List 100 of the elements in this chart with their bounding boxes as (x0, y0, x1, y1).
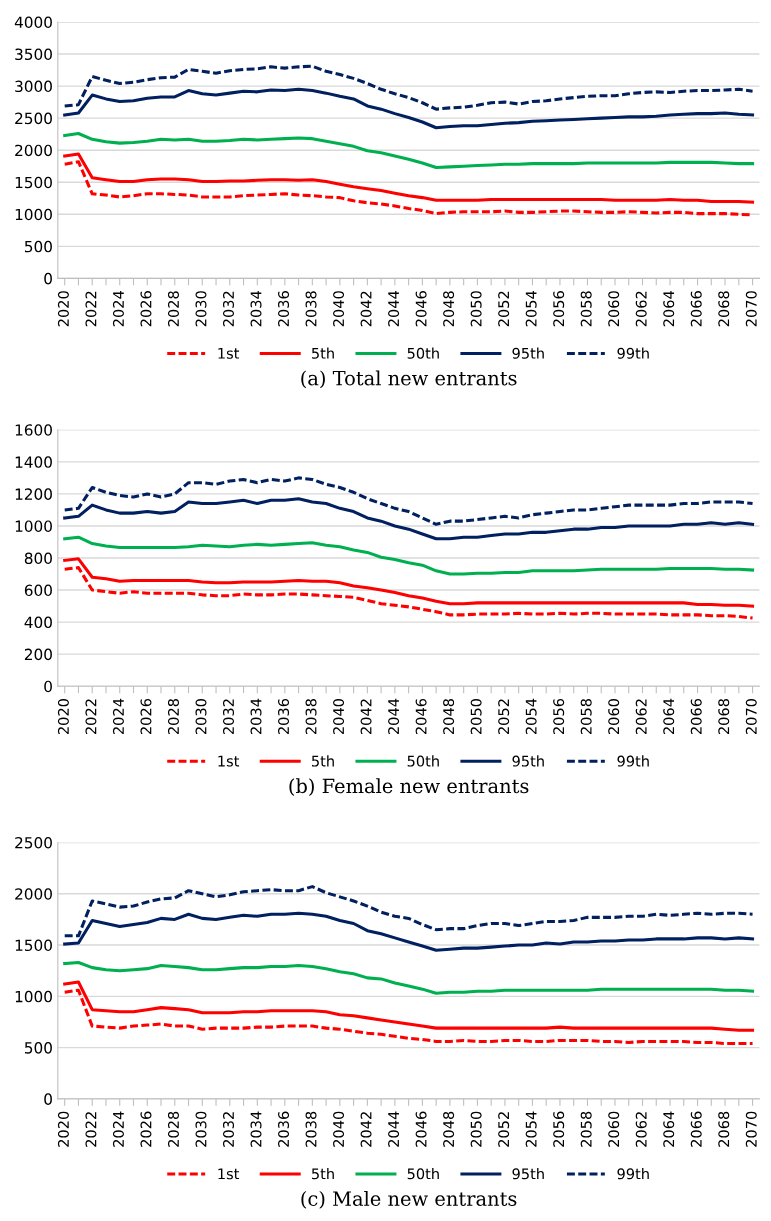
x-tick-label: 2056 (553, 698, 565, 735)
x-tick-label: 2028 (167, 699, 179, 735)
line-series (63, 476, 755, 526)
legend-label: 1st (218, 755, 240, 767)
text: (a) Total new entrants (301, 370, 517, 389)
x-tick-label: 2064 (663, 291, 675, 327)
x-tick-label: 2044 (388, 698, 400, 735)
y-tick-label: 2000 (15, 144, 52, 157)
x-tick-label: 2052 (498, 699, 510, 735)
x-tick-label: 2030 (195, 1111, 207, 1147)
y-tick-label: 2000 (15, 888, 52, 900)
x-tick-label: 2030 (195, 698, 207, 735)
y-tick-label: 0 (44, 1093, 52, 1105)
x-tick-label: 2042 (360, 699, 372, 735)
x-tick-label: 2024 (112, 1111, 124, 1147)
x-tick-label: 2038 (305, 291, 317, 327)
x-tick-label: 2058 (580, 699, 592, 735)
legend-label: 5th (311, 755, 334, 767)
x-tick-label: 2024 (112, 698, 124, 735)
x-tick-label: 2032 (222, 1112, 235, 1147)
x-tick-label: 2046 (415, 291, 427, 327)
line-series (63, 566, 755, 620)
x-tick-label: 2022 (85, 1112, 97, 1147)
text: (c) Male new entrants (301, 1190, 517, 1209)
y-tick-label: 1000 (15, 520, 52, 532)
y-tick-label: 3000 (15, 80, 52, 93)
line-series (63, 497, 755, 541)
x-tick-label: 2042 (360, 1112, 372, 1147)
x-tick-label: 2032 (222, 291, 235, 327)
line-series (63, 960, 755, 995)
x-tick-label: 2044 (388, 291, 400, 327)
x-tick-label: 2058 (580, 291, 592, 327)
y-tick-label: 0 (44, 680, 52, 693)
x-tick-label: 2056 (553, 291, 565, 327)
y-tick-label: 2500 (15, 112, 52, 125)
y-tick-label: 200 (24, 648, 52, 661)
x-tick-label: 2036 (278, 291, 290, 327)
x-tick-label: 2060 (608, 291, 620, 327)
x-tick-label: 2026 (140, 291, 152, 327)
x-tick-label: 2050 (470, 291, 482, 327)
legend-label: 5th (311, 347, 334, 359)
x-tick-label: 2070 (745, 291, 757, 327)
x-tick-label: 2066 (690, 698, 702, 735)
x-tick-label: 2050 (470, 1111, 482, 1147)
legend-label: 95th (512, 755, 544, 767)
legend-label: 5th (311, 1168, 334, 1180)
x-tick-label: 2020 (57, 291, 69, 327)
line-series (63, 535, 755, 576)
y-tick-label: 2500 (15, 836, 52, 849)
legend-label: 95th (512, 347, 544, 359)
legend-label: 50th (407, 347, 439, 359)
x-tick-label: 2036 (278, 1111, 290, 1147)
x-tick-label: 2054 (525, 1111, 537, 1147)
y-tick-label: 4000 (14, 16, 52, 28)
x-tick-label: 2038 (305, 699, 317, 735)
y-tick-label: 0 (44, 272, 52, 285)
y-tick-label: 800 (24, 552, 52, 565)
x-tick-label: 2062 (635, 699, 647, 735)
line-series (63, 557, 755, 608)
legend-label: 95th (512, 1168, 544, 1180)
x-tick-label: 2058 (580, 1111, 592, 1147)
x-tick-label: 2040 (333, 698, 345, 735)
x-tick-label: 2046 (415, 1111, 427, 1147)
x-tick-label: 2060 (608, 698, 620, 735)
x-tick-label: 2064 (663, 1111, 675, 1147)
y-tick-label: 400 (24, 616, 52, 629)
y-tick-label: 600 (24, 584, 52, 597)
x-tick-label: 2030 (195, 291, 207, 327)
y-tick-label: 1600 (15, 424, 52, 436)
x-tick-label: 2066 (690, 291, 702, 327)
x-tick-label: 2070 (745, 1111, 757, 1147)
x-tick-label: 2034 (250, 1111, 262, 1147)
legend-label: 50th (407, 1168, 439, 1180)
x-tick-label: 2066 (690, 1111, 702, 1147)
legend-label: 99th (617, 755, 649, 767)
x-tick-label: 2022 (85, 291, 97, 327)
x-tick-label: 2040 (333, 291, 345, 327)
x-tick-label: 2038 (305, 1111, 317, 1147)
x-tick-label: 2022 (85, 699, 97, 735)
x-tick-label: 2036 (278, 698, 290, 735)
x-tick-label: 2042 (360, 291, 372, 327)
legend-label: 99th (617, 347, 649, 359)
x-tick-label: 2028 (167, 1111, 179, 1147)
x-tick-label: 2034 (250, 291, 262, 327)
x-tick-label: 2044 (388, 1111, 400, 1147)
x-tick-label: 2068 (718, 1111, 730, 1147)
x-tick-label: 2048 (443, 291, 455, 327)
line-series (63, 87, 755, 130)
x-tick-label: 2020 (57, 1111, 69, 1147)
text: (b) Female new entrants (289, 778, 529, 797)
legend-label: 50th (407, 755, 439, 767)
line-series (63, 131, 755, 170)
x-tick-label: 2060 (608, 1111, 620, 1147)
x-tick-label: 2048 (443, 699, 455, 735)
x-tick-label: 2068 (718, 291, 730, 327)
legend-label: 1st (218, 347, 240, 359)
y-tick-label: 1500 (15, 176, 52, 189)
x-tick-label: 2052 (498, 1112, 510, 1147)
x-tick-label: 2062 (635, 291, 647, 327)
x-tick-label: 2040 (333, 1111, 345, 1147)
